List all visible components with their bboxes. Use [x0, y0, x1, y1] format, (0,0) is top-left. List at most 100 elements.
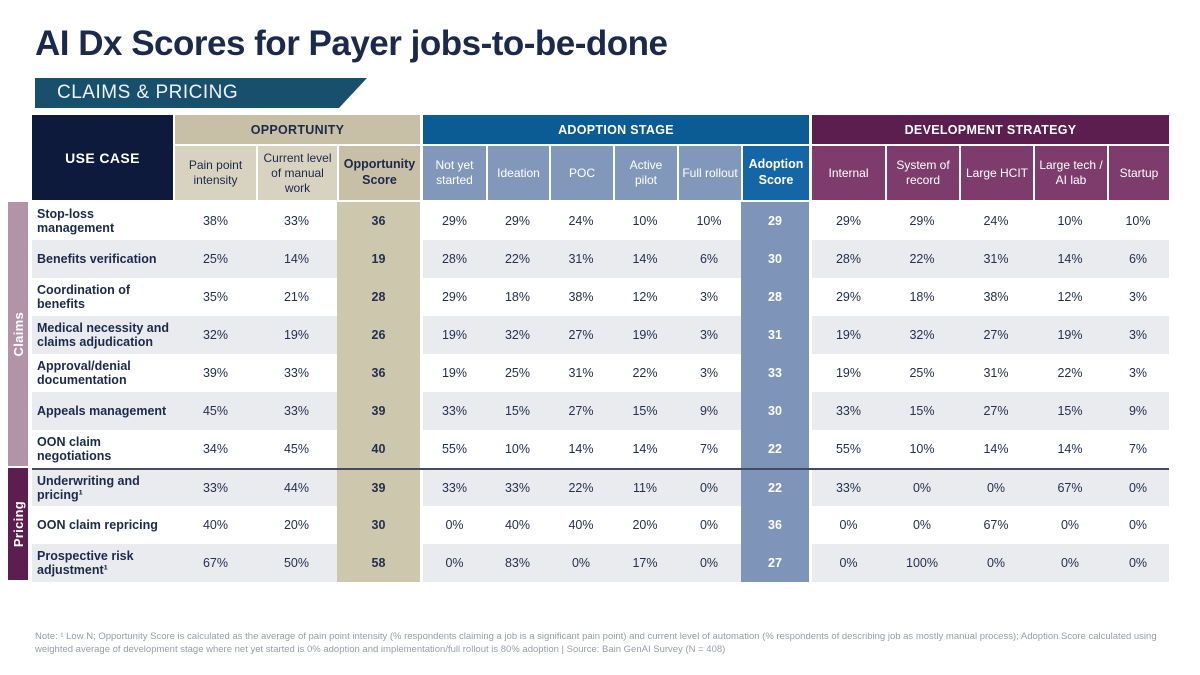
table-header: USE CASE OPPORTUNITY Pain point intensit… — [32, 115, 1169, 200]
large-tech-ai-lab-cell: 14% — [1057, 252, 1083, 266]
large-hcit-cell: 0% — [986, 556, 1006, 570]
active-pilot-cell: 20% — [632, 518, 658, 532]
large-tech-ai-lab-cell: 19% — [1057, 328, 1083, 342]
opportunity-score-cell: 39 — [337, 392, 420, 430]
ideation-cell: 83% — [504, 556, 531, 570]
poc-cell: 31% — [568, 366, 594, 380]
current-manual-work-cell: 19% — [283, 328, 310, 342]
full-rollout-cell: 7% — [699, 442, 719, 456]
row-group-labels: Claims Pricing — [8, 115, 28, 582]
adoption-score-cell: 30 — [741, 392, 809, 430]
col-system-of-record: System of record — [885, 146, 959, 200]
group-gap — [420, 202, 423, 240]
group-gap — [809, 240, 812, 278]
large-tech-ai-lab-cell: 12% — [1057, 290, 1083, 304]
system-of-record-cell: 22% — [909, 252, 935, 266]
large-hcit-cell: 31% — [983, 252, 1009, 266]
table-row: Underwriting and pricing¹ 33% 44% 39 33%… — [32, 468, 1169, 506]
pain-point-intensity-cell: 40% — [202, 518, 229, 532]
current-manual-work-cell: 20% — [283, 518, 310, 532]
active-pilot-cell: 12% — [632, 290, 658, 304]
current-manual-work-cell: 21% — [283, 290, 310, 304]
group-gap — [420, 430, 423, 468]
adoption-score-cell: 30 — [741, 240, 809, 278]
col-large-tech-ai-lab: Large tech / AI lab — [1033, 146, 1107, 200]
row-group-label: Claims — [10, 311, 26, 357]
opportunity-score-cell: 39 — [337, 470, 420, 506]
full-rollout-cell: 0% — [699, 556, 719, 570]
system-of-record-cell: 29% — [909, 214, 935, 228]
internal-cell: 29% — [835, 290, 862, 304]
use-case-cell: Benefits verification — [37, 251, 157, 266]
col-not-yet-started: Not yet started — [423, 146, 486, 200]
adoption-score-cell: 36 — [741, 506, 809, 544]
table-row: Medical necessity and claims adjudicatio… — [32, 316, 1169, 354]
use-case-cell: Underwriting and pricing¹ — [37, 473, 140, 502]
use-case-cell: OON claim negotiations — [37, 434, 112, 463]
opportunity-score-cell: 36 — [337, 202, 420, 240]
row-group-bar-claims: Claims — [8, 202, 28, 466]
active-pilot-cell: 14% — [632, 442, 658, 456]
col-internal: Internal — [812, 146, 885, 200]
row-group-label: Pricing — [10, 500, 26, 548]
not-yet-started-cell: 28% — [441, 252, 468, 266]
pain-point-intensity-cell: 35% — [202, 290, 229, 304]
large-hcit-cell: 27% — [983, 328, 1009, 342]
poc-cell: 24% — [568, 214, 594, 228]
col-active-pilot: Active pilot — [613, 146, 677, 200]
opportunity-score-cell: 26 — [337, 316, 420, 354]
poc-cell: 38% — [568, 290, 594, 304]
poc-cell: 31% — [568, 252, 594, 266]
ideation-cell: 22% — [504, 252, 531, 266]
large-tech-ai-lab-cell: 22% — [1057, 366, 1083, 380]
group-gap — [809, 316, 812, 354]
system-of-record-cell: 18% — [909, 290, 935, 304]
adoption-stage-group: ADOPTION STAGE Not yet started Ideation … — [423, 115, 809, 200]
system-of-record-cell: 15% — [909, 404, 935, 418]
not-yet-started-cell: 33% — [441, 481, 468, 495]
system-of-record-cell: 25% — [909, 366, 935, 380]
large-hcit-cell: 38% — [983, 290, 1009, 304]
use-case-cell: Prospective risk adjustment¹ — [37, 548, 134, 577]
col-pain-point-intensity: Pain point intensity — [175, 146, 256, 200]
pain-point-intensity-cell: 45% — [202, 404, 229, 418]
development-strategy-group-label: DEVELOPMENT STRATEGY — [812, 115, 1169, 144]
ideation-cell: 15% — [504, 404, 531, 418]
col-startup: Startup — [1107, 146, 1169, 200]
group-gap — [809, 354, 812, 392]
adoption-score-cell: 29 — [741, 202, 809, 240]
large-tech-ai-lab-cell: 15% — [1057, 404, 1083, 418]
group-gap — [420, 392, 423, 430]
system-of-record-cell: 0% — [912, 481, 932, 495]
pain-point-intensity-cell: 38% — [202, 214, 229, 228]
use-case-cell: Coordination of benefits — [37, 282, 131, 311]
current-manual-work-cell: 45% — [283, 442, 310, 456]
internal-cell: 19% — [835, 366, 862, 380]
section-banner-label: CLAIMS & PRICING — [57, 82, 239, 103]
large-hcit-cell: 24% — [983, 214, 1009, 228]
adoption-score-cell: 33 — [741, 354, 809, 392]
current-manual-work-cell: 44% — [283, 481, 310, 495]
active-pilot-cell: 19% — [632, 328, 658, 342]
adoption-stage-group-label: ADOPTION STAGE — [423, 115, 809, 144]
table-row: OON claim negotiations 34% 45% 40 55% 10… — [32, 430, 1169, 468]
table-row: Prospective risk adjustment¹ 67% 50% 58 … — [32, 544, 1169, 582]
opportunity-score-cell: 19 — [337, 240, 420, 278]
poc-cell: 14% — [568, 442, 594, 456]
large-hcit-cell: 31% — [983, 366, 1009, 380]
not-yet-started-cell: 0% — [445, 556, 464, 570]
full-rollout-cell: 6% — [699, 252, 719, 266]
col-opportunity-score: Opportunity Score — [337, 146, 420, 200]
row-group-bar-pricing: Pricing — [8, 468, 28, 580]
full-rollout-cell: 9% — [699, 404, 719, 418]
opportunity-subheaders: Pain point intensity Current level of ma… — [175, 146, 420, 200]
full-rollout-cell: 3% — [699, 328, 719, 342]
opportunity-group: OPPORTUNITY Pain point intensity Current… — [175, 115, 420, 200]
footnote: Note: ¹ Low N; Opportunity Score is calc… — [35, 631, 1157, 656]
poc-cell: 22% — [568, 481, 594, 495]
group-gap — [420, 544, 423, 582]
internal-cell: 19% — [835, 328, 862, 342]
opportunity-score-cell: 30 — [337, 506, 420, 544]
adoption-subheaders: Not yet started Ideation POC Active pilo… — [423, 146, 809, 200]
